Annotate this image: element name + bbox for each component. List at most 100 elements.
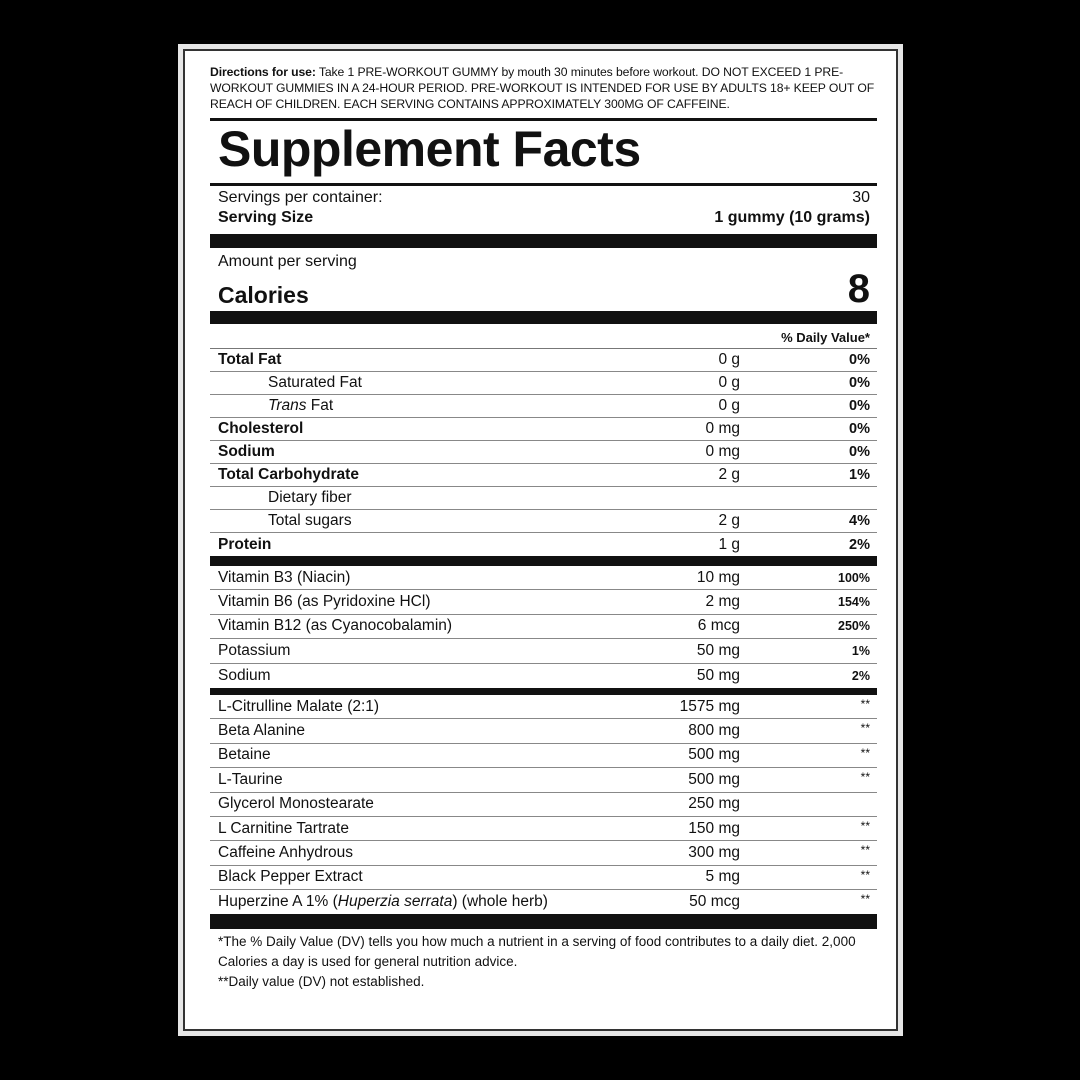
table-row: Sodium 50 mg 2%	[210, 664, 877, 688]
nutrient-name: Total Carbohydrate	[218, 466, 359, 483]
daily-value: 1%	[849, 467, 870, 483]
amount: 0 mg	[705, 420, 740, 437]
table-row: Vitamin B3 (Niacin) 10 mg 100%	[210, 566, 877, 591]
amount: 50 mg	[696, 641, 740, 659]
amount: 2 g	[718, 466, 740, 483]
servings-row: Servings per container: 30	[210, 189, 877, 207]
daily-value: **	[860, 721, 870, 736]
nutrient-name: Betaine	[218, 746, 271, 764]
supplement-facts-panel: Directions for use: Take 1 PRE-WORKOUT G…	[183, 49, 898, 1031]
directions-text: Take 1 PRE-WORKOUT GUMMY by mouth 30 min…	[210, 65, 875, 111]
table-row: Black Pepper Extract 5 mg **	[210, 866, 877, 891]
amount: 2 g	[718, 512, 740, 529]
table-row: Cholesterol 0 mg 0%	[210, 418, 877, 441]
name-part: Huperzine A 1% (	[218, 893, 338, 911]
servings-value: 30	[852, 189, 870, 206]
amount: 2 mg	[705, 593, 740, 611]
daily-value: 0%	[849, 421, 870, 437]
table-row: Beta Alanine 800 mg **	[210, 719, 877, 744]
amount: 300 mg	[688, 843, 740, 861]
serving-size-value: 1 gummy (10 grams)	[714, 209, 870, 226]
nutrient-name: Caffeine Anhydrous	[218, 843, 354, 861]
nutrient-name: Beta Alanine	[218, 722, 306, 740]
table-row: Total sugars 2 g 4%	[210, 510, 877, 533]
table-row: Total Fat 0 g 0%	[210, 349, 877, 372]
nutrient-name: Trans Fat	[218, 397, 620, 415]
amount: 800 mg	[688, 722, 740, 740]
label-frame: Directions for use: Take 1 PRE-WORKOUT G…	[178, 44, 903, 1036]
amount: 1 g	[718, 535, 740, 553]
table-row: Dietary fiber	[210, 487, 877, 510]
daily-value: 0%	[849, 352, 870, 368]
nutrient-name: Total Fat	[218, 351, 282, 368]
daily-value: 0%	[849, 444, 870, 460]
calories-value: 8	[847, 267, 870, 311]
daily-value: **	[860, 867, 870, 882]
nutrient-name: Protein	[218, 535, 272, 553]
nutrients-table: Total Fat 0 g 0% Saturated Fat 0 g 0% Trans Fa…	[210, 349, 877, 556]
table-row: Saturated Fat 0 g 0%	[210, 372, 877, 395]
amount: 1575 mg	[679, 697, 740, 715]
serving-size-label: Serving Size	[218, 209, 314, 226]
daily-value: **	[860, 843, 870, 858]
directions-label: Directions for use:	[210, 65, 316, 79]
daily-value: 0%	[849, 398, 870, 414]
daily-value: **	[860, 892, 870, 907]
daily-value: 2%	[849, 536, 870, 553]
nutrient-name: Huperzine A 1% (Huperzia serrata) (whole…	[218, 893, 620, 911]
nutrient-name: L Carnitine Tartrate	[218, 819, 349, 837]
daily-value: **	[860, 745, 870, 760]
daily-value: 1%	[851, 643, 870, 658]
table-row: Caffeine Anhydrous 300 mg **	[210, 841, 877, 866]
table-row: Vitamin B6 (as Pyridoxine HCl) 2 mg 154%	[210, 590, 877, 615]
table-row: Total Carbohydrate 2 g 1%	[210, 464, 877, 487]
directions: Directions for use: Take 1 PRE-WORKOUT G…	[210, 64, 877, 112]
amount: 150 mg	[688, 819, 740, 837]
daily-value: **	[860, 696, 870, 711]
amount-per-serving: Amount per serving	[218, 253, 357, 270]
ingredients-table: L-Citrulline Malate (2:1) 1575 mg ** Beta A…	[210, 695, 877, 915]
footnote-not-established: **Daily value (DV) not established.	[218, 974, 425, 990]
daily-value: 2%	[851, 668, 870, 683]
amount: 500 mg	[688, 770, 740, 788]
nutrient-name: Sodium	[218, 443, 275, 460]
table-row: Huperzine A 1% (Huperzia serrata) (whole…	[210, 890, 877, 914]
nutrient-name: Vitamin B12 (as Cyanocobalamin)	[218, 617, 453, 635]
daily-value: 250%	[838, 619, 870, 634]
daily-value: **	[860, 770, 870, 785]
nutrient-name: Vitamin B6 (as Pyridoxine HCl)	[218, 593, 431, 611]
amount: 250 mg	[688, 795, 740, 813]
table-row: Betaine 500 mg **	[210, 744, 877, 769]
divider-bar	[210, 914, 877, 930]
amount: 0 g	[718, 374, 740, 391]
daily-value: 154%	[838, 595, 870, 610]
amount: 0 g	[718, 351, 740, 368]
table-row: L-Taurine 500 mg **	[210, 768, 877, 793]
dv-header: % Daily Value*	[210, 324, 877, 349]
name-italic: Trans	[268, 397, 307, 414]
name-part: ) (whole herb)	[452, 893, 548, 911]
divider-bar	[210, 687, 877, 695]
page-title: Supplement Facts	[218, 121, 641, 177]
amount: 6 mcg	[697, 617, 740, 635]
divider-bar	[210, 234, 877, 248]
nutrient-name: Saturated Fat	[268, 374, 362, 391]
divider-bar	[210, 311, 877, 324]
name-italic: Huperzia serrata	[337, 893, 453, 911]
amount: 5 mg	[705, 868, 740, 886]
nutrient-name: Total sugars	[268, 512, 352, 529]
calories-label: Calories	[218, 282, 309, 308]
amount: 50 mg	[696, 666, 740, 684]
table-row: Protein 1 g 2%	[210, 533, 877, 556]
nutrient-name: Cholesterol	[218, 420, 304, 437]
table-row: Glycerol Monostearate 250 mg	[210, 793, 877, 817]
nutrient-name: Sodium	[218, 666, 271, 684]
nutrient-name: Dietary fiber	[268, 489, 352, 506]
nutrient-name: L-Citrulline Malate (2:1)	[218, 697, 380, 715]
table-row: L-Citrulline Malate (2:1) 1575 mg **	[210, 695, 877, 720]
table-row: Trans Fat 0 g 0%	[210, 395, 877, 418]
amount: 10 mg	[696, 568, 740, 586]
table-row: Vitamin B12 (as Cyanocobalamin) 6 mcg 250%	[210, 615, 877, 640]
nutrient-name: Vitamin B3 (Niacin)	[218, 568, 351, 586]
table-row: Potassium 50 mg 1%	[210, 639, 877, 664]
